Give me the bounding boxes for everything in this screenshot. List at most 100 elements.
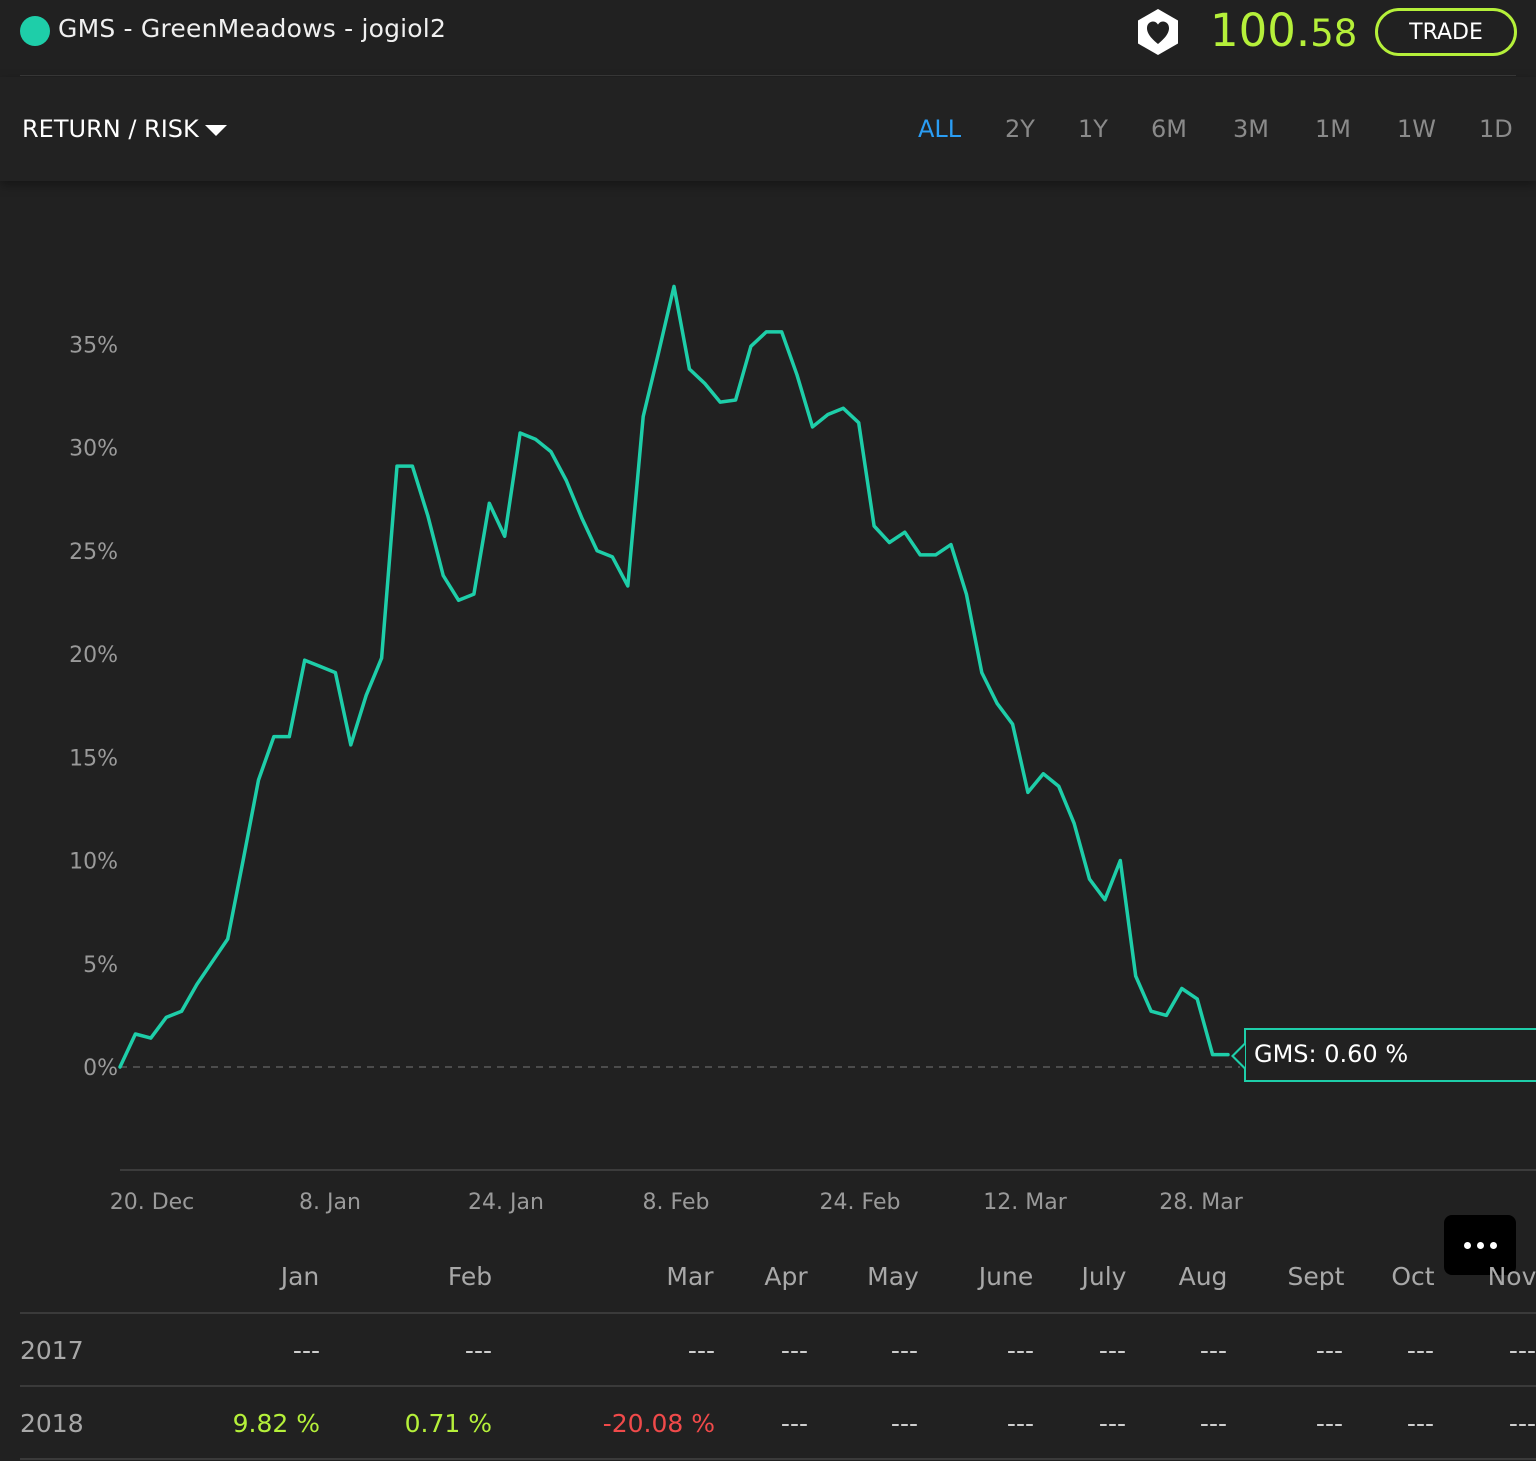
dot-icon bbox=[1489, 1241, 1497, 1249]
series-point bbox=[718, 400, 722, 404]
series-point bbox=[1118, 859, 1122, 862]
monthly-return-cell: --- bbox=[1098, 1336, 1126, 1365]
range-selector: ALL 2Y 1Y 6M 3M 1M 1W 1D bbox=[0, 115, 1536, 145]
row-divider bbox=[20, 1385, 1536, 1387]
range-1d[interactable]: 1D bbox=[1479, 115, 1513, 143]
series-line bbox=[118, 284, 1230, 1069]
series-point bbox=[1149, 1009, 1153, 1013]
x-tick-label: 8. Feb bbox=[643, 1190, 710, 1215]
series-point bbox=[1211, 1053, 1215, 1057]
price-decimal: 58 bbox=[1310, 12, 1358, 55]
month-header: Sept bbox=[1287, 1262, 1345, 1291]
series-point bbox=[841, 406, 845, 410]
range-2y[interactable]: 2Y bbox=[1005, 115, 1035, 143]
tooltip-text: GMS: 0.60 % bbox=[1254, 1040, 1409, 1068]
tooltip-pointer-inner bbox=[1234, 1045, 1245, 1067]
range-1w[interactable]: 1W bbox=[1397, 115, 1436, 143]
series-point bbox=[1011, 722, 1015, 726]
series-point bbox=[549, 450, 553, 454]
series-point bbox=[1072, 821, 1076, 825]
monthly-return-cell: 9.82 % bbox=[232, 1409, 320, 1438]
more-options-button[interactable] bbox=[1444, 1215, 1516, 1275]
mode-dropdown[interactable]: RETURN / RISK bbox=[22, 115, 227, 143]
dot-icon bbox=[1463, 1241, 1471, 1249]
series-point bbox=[180, 1009, 184, 1013]
series-point bbox=[934, 553, 938, 557]
monthly-return-cell: -20.08 % bbox=[602, 1409, 715, 1438]
series-point bbox=[503, 534, 507, 538]
month-header: June bbox=[978, 1262, 1034, 1291]
price-integer: 100. bbox=[1210, 4, 1311, 57]
monthly-return-cell: 0.71 % bbox=[404, 1409, 492, 1438]
mode-dropdown-label: RETURN / RISK bbox=[22, 115, 199, 143]
y-tick-label: 20% bbox=[69, 643, 118, 668]
range-1m[interactable]: 1M bbox=[1315, 115, 1351, 143]
x-tick-label: 28. Mar bbox=[1159, 1190, 1243, 1215]
y-tick-label: 15% bbox=[69, 746, 118, 771]
series-point bbox=[857, 421, 861, 425]
series-point bbox=[164, 1015, 168, 1019]
monthly-return-cell: --- bbox=[1315, 1409, 1343, 1438]
series-point bbox=[872, 524, 876, 528]
series-point bbox=[380, 656, 384, 660]
x-tick-label: 20. Dec bbox=[110, 1190, 195, 1215]
series-color-dot bbox=[20, 16, 50, 46]
series-point bbox=[626, 584, 630, 588]
trade-button[interactable]: TRADE bbox=[1375, 8, 1517, 56]
month-header: May bbox=[867, 1262, 919, 1291]
chevron-down-icon bbox=[204, 124, 227, 136]
series-point bbox=[641, 415, 645, 418]
month-header: Oct bbox=[1391, 1262, 1435, 1291]
series-point bbox=[795, 373, 799, 377]
series-point bbox=[1164, 1013, 1168, 1017]
series-point bbox=[487, 501, 491, 505]
monthly-return-cell: --- bbox=[1199, 1336, 1227, 1365]
series-point bbox=[395, 464, 399, 468]
series-point bbox=[918, 553, 922, 557]
series-point bbox=[441, 574, 445, 577]
monthly-return-cell: --- bbox=[890, 1409, 918, 1438]
series-point bbox=[272, 735, 276, 739]
y-tick-label: 35% bbox=[69, 333, 118, 358]
series-point bbox=[118, 1065, 122, 1069]
series-point bbox=[734, 398, 738, 402]
x-tick-label: 8. Jan bbox=[299, 1190, 361, 1215]
row-divider bbox=[20, 1458, 1536, 1460]
month-header: Aug bbox=[1178, 1262, 1228, 1291]
series-point bbox=[1103, 898, 1107, 902]
range-3m[interactable]: 3M bbox=[1233, 115, 1269, 143]
series-point bbox=[564, 479, 568, 482]
range-6m[interactable]: 6M bbox=[1151, 115, 1187, 143]
series-point bbox=[349, 743, 353, 747]
price: 100.58 bbox=[1210, 4, 1357, 57]
x-axis: 20. Dec 8. Jan 24. Jan 8. Feb 24. Feb 12. Mar… bbox=[110, 1190, 1244, 1215]
month-header: Jan bbox=[280, 1262, 320, 1291]
series-point bbox=[241, 859, 245, 862]
range-all[interactable]: ALL bbox=[918, 115, 962, 143]
y-tick-label: 0% bbox=[83, 1056, 118, 1081]
series-point bbox=[303, 658, 307, 662]
y-tick-label: 10% bbox=[69, 850, 118, 875]
year-label: 2018 bbox=[20, 1409, 84, 1438]
month-header: Mar bbox=[666, 1262, 714, 1291]
y-tick-label: 5% bbox=[83, 953, 118, 978]
series-point bbox=[426, 514, 430, 518]
monthly-return-cell: --- bbox=[1508, 1336, 1536, 1365]
series-point bbox=[518, 431, 522, 435]
x-tick-label: 12. Mar bbox=[983, 1190, 1067, 1215]
series-point bbox=[410, 464, 414, 468]
series-point bbox=[657, 351, 661, 354]
monthly-return-cell: --- bbox=[1406, 1409, 1434, 1438]
monthly-return-cell: --- bbox=[1006, 1336, 1034, 1365]
series-point bbox=[610, 555, 614, 559]
monthly-return-cell: --- bbox=[1508, 1409, 1536, 1438]
tooltip-box bbox=[1244, 1028, 1536, 1082]
series-point bbox=[1226, 1053, 1230, 1057]
series-point bbox=[580, 516, 584, 520]
monthly-return-cell: --- bbox=[1006, 1409, 1034, 1438]
x-tick-label: 24. Jan bbox=[468, 1190, 544, 1215]
range-1y[interactable]: 1Y bbox=[1078, 115, 1108, 143]
heart-badge-icon[interactable] bbox=[1136, 8, 1180, 56]
header: GMS - GreenMeadows - jogiol2 100.58 TRAD… bbox=[0, 0, 1536, 76]
monthly-return-cell: --- bbox=[687, 1336, 715, 1365]
